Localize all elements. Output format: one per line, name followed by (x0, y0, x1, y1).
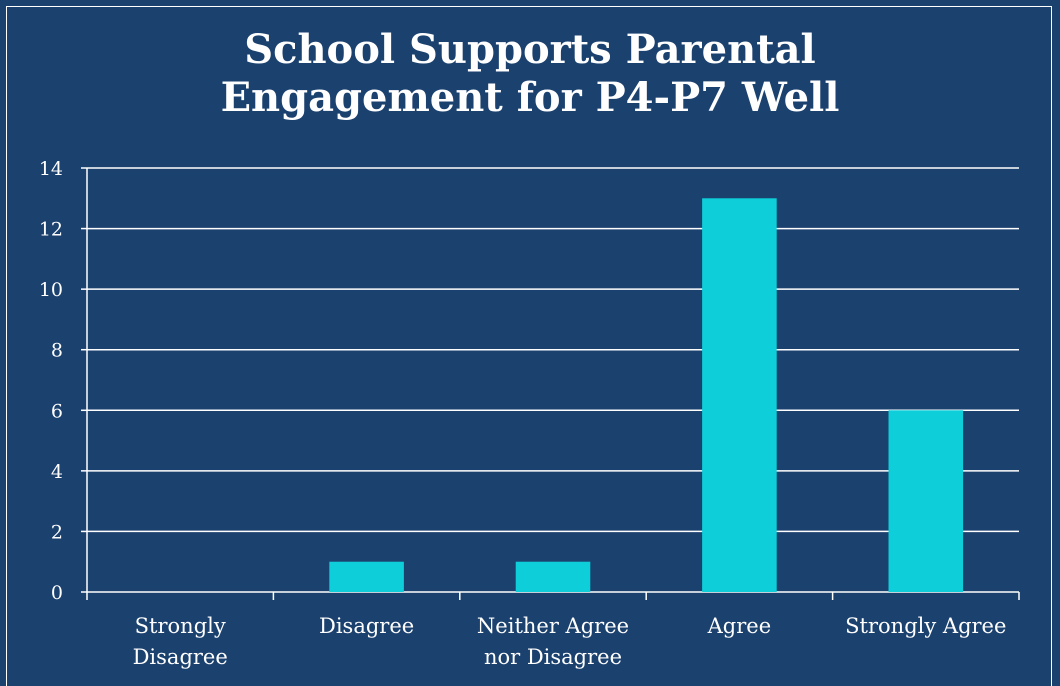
chart-title-line-1: School Supports Parental (244, 26, 816, 73)
y-tick-label-8: 8 (51, 340, 63, 362)
x-category-label-1-line-0: Disagree (319, 614, 414, 638)
bar-1 (329, 561, 404, 592)
x-category-label-0-line-0: Strongly (135, 614, 226, 638)
x-category-label-4-line-0: Strongly Agree (845, 614, 1006, 638)
bar-4 (888, 410, 964, 592)
x-category-label-3-line-0: Agree (707, 614, 772, 638)
bar-3 (702, 198, 777, 593)
y-tick-label-14: 14 (39, 158, 63, 180)
chart-title: School Supports Parental Engagement for … (0, 26, 1060, 122)
x-category-label-2-line-0: Neither Agree (477, 614, 629, 638)
x-category-label-2-line-1: nor Disagree (484, 645, 622, 669)
y-tick-label-10: 10 (39, 279, 63, 301)
y-tick-label-4: 4 (51, 461, 63, 483)
y-tick-label-2: 2 (51, 521, 63, 543)
y-tick-label-0: 0 (51, 582, 63, 604)
y-tick-label-12: 12 (39, 219, 63, 241)
chart-title-line-2: Engagement for P4-P7 Well (220, 74, 840, 121)
y-tick-label-6: 6 (51, 400, 63, 422)
bar-2 (515, 561, 591, 592)
x-category-label-0-line-1: Disagree (133, 645, 228, 669)
chart-frame (6, 6, 1052, 686)
